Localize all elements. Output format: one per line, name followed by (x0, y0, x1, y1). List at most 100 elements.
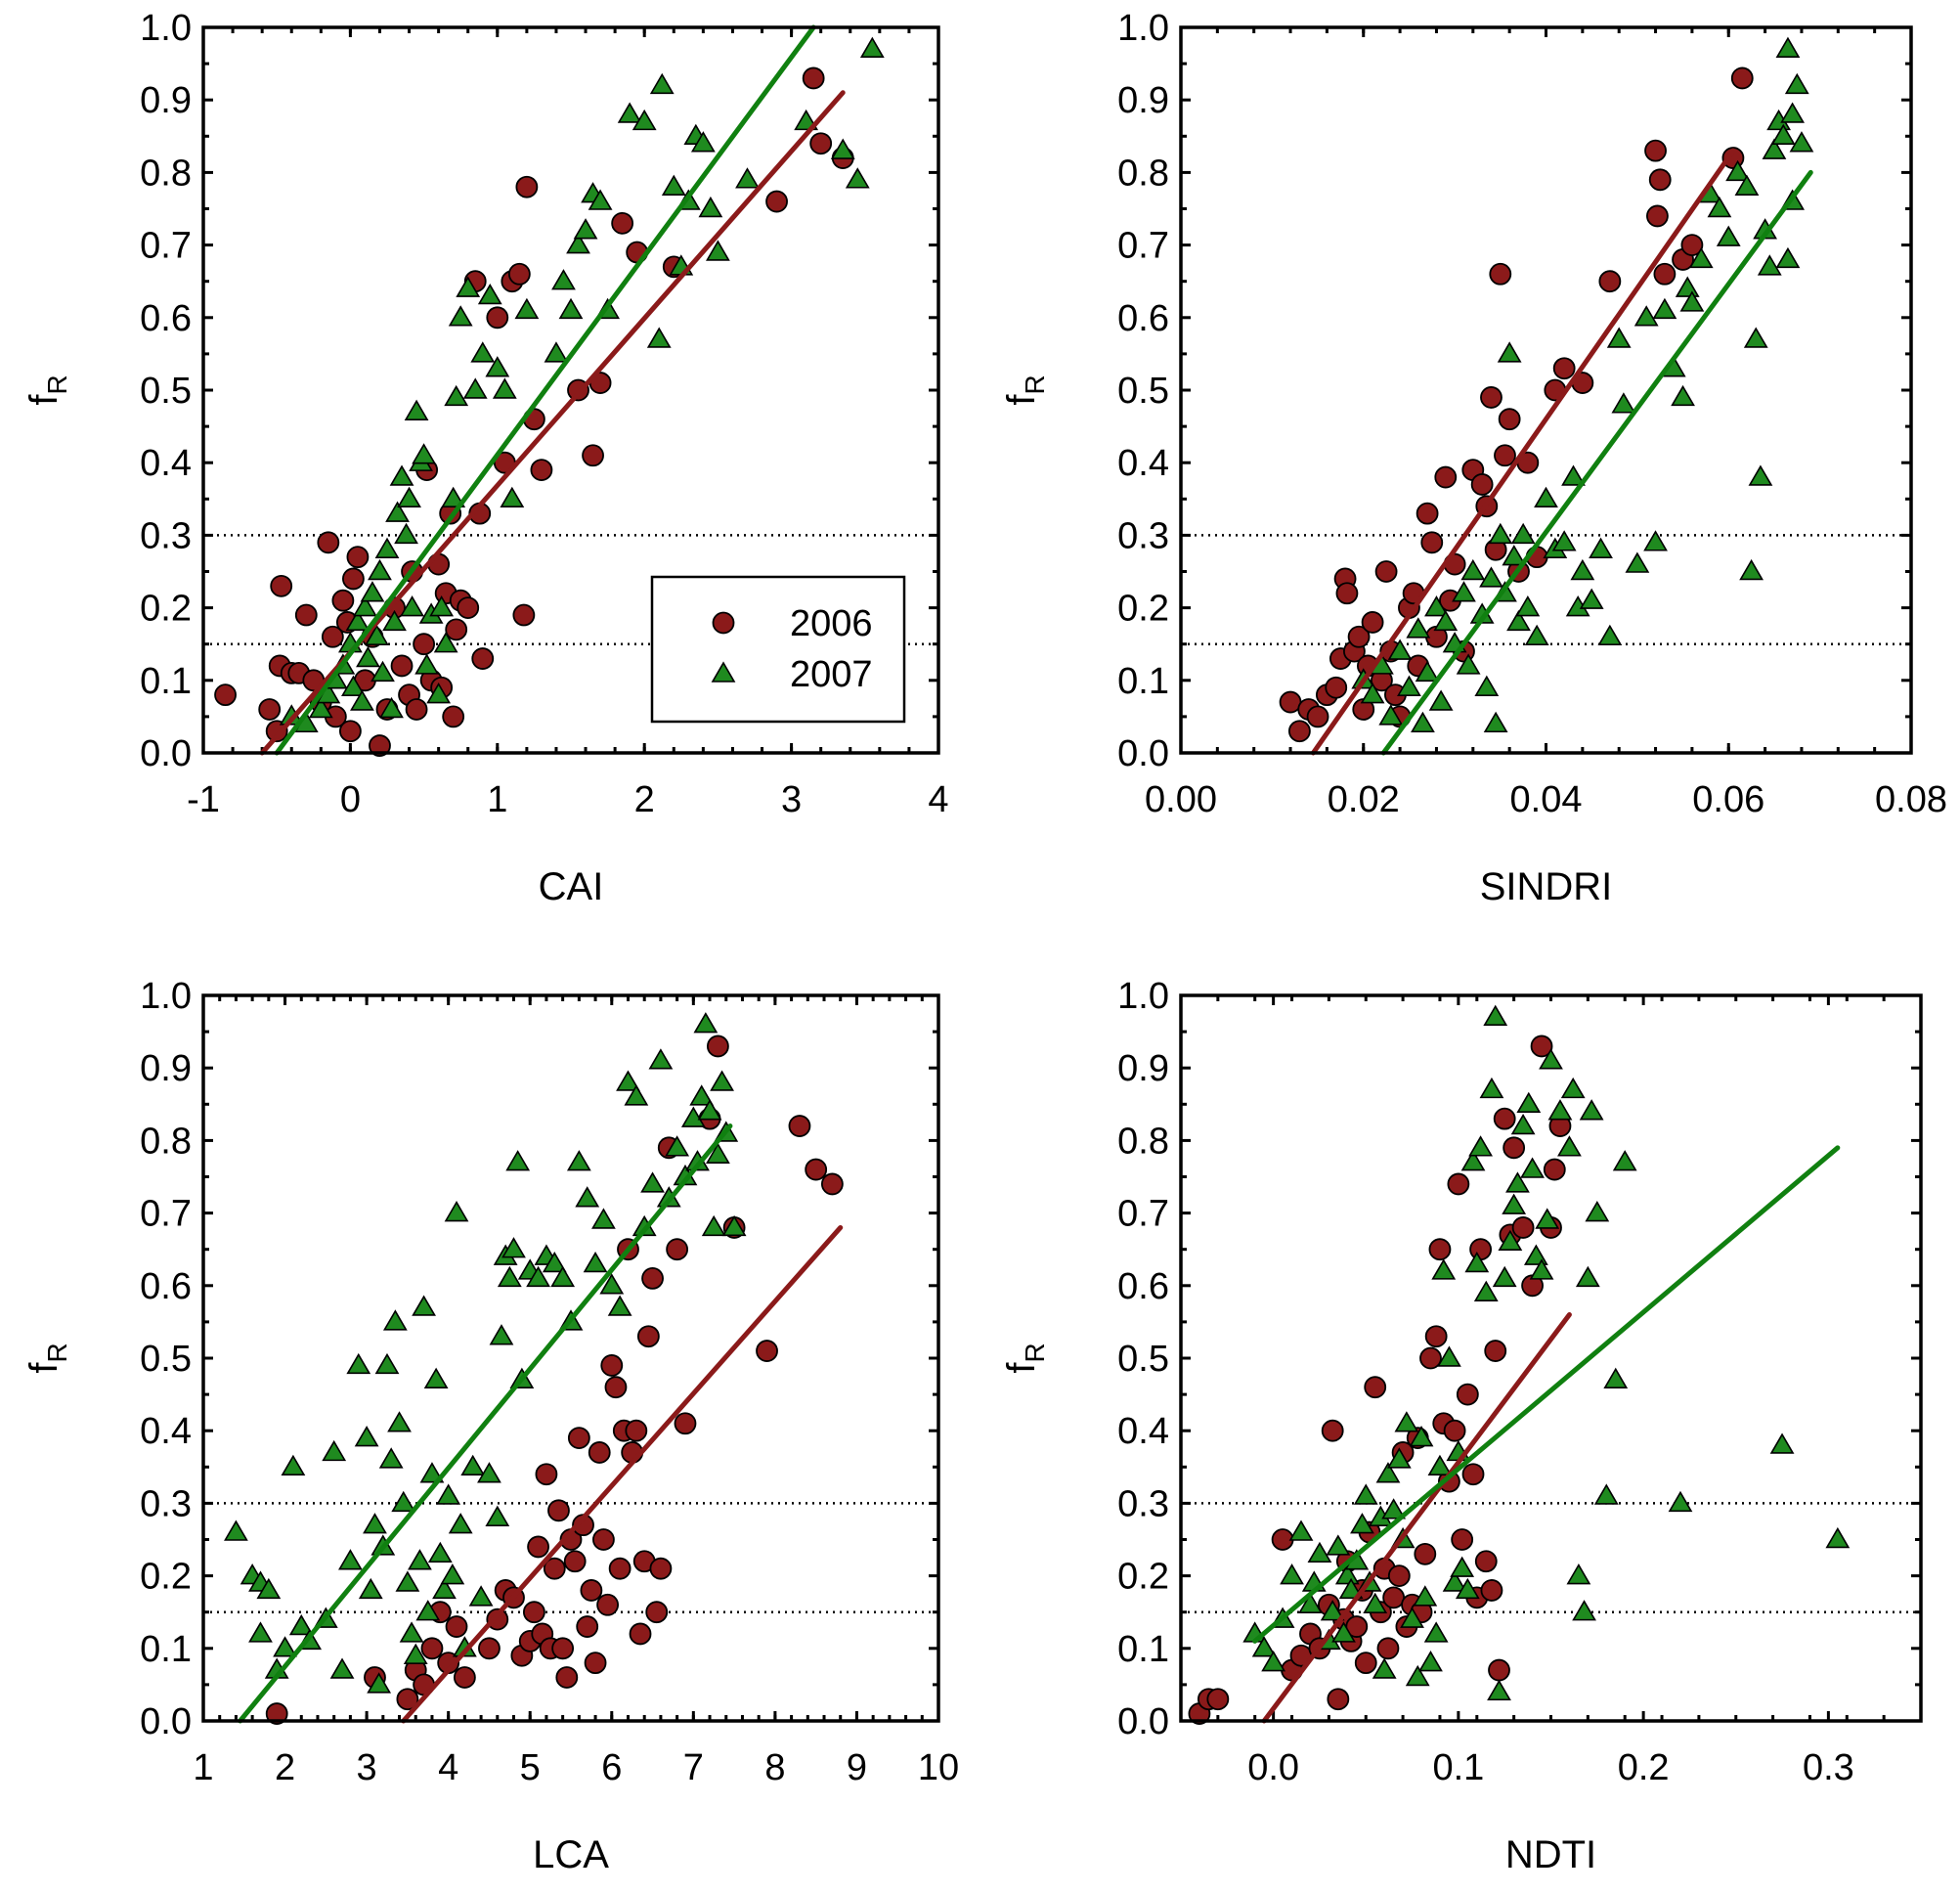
data-point-2006 (625, 1419, 648, 1442)
data-point-2006 (1648, 168, 1672, 192)
y-tick-label: 0.4 (1117, 1411, 1169, 1452)
data-point-2007 (1479, 1077, 1504, 1099)
data-point-2007 (468, 1585, 494, 1607)
data-point-2007 (1394, 1411, 1419, 1432)
data-point-2007 (735, 167, 760, 189)
y-tick-label: 0.0 (1117, 733, 1169, 774)
data-point-2007 (1424, 595, 1449, 617)
y-tick-label: 0.3 (1117, 515, 1169, 556)
data-point-2007 (1375, 1462, 1401, 1483)
x-axis-label: SINDRI (1480, 865, 1613, 908)
data-point-2006 (453, 1666, 476, 1689)
data-point-2007 (1606, 327, 1632, 348)
data-point-2007 (1326, 1534, 1351, 1556)
data-point-2006 (1325, 676, 1348, 699)
data-point-2006 (1327, 1688, 1350, 1711)
x-tick-label: 3 (357, 1747, 377, 1788)
data-point-2007 (1363, 1592, 1388, 1613)
data-point-2006 (321, 625, 344, 648)
data-point-2007 (1535, 1208, 1560, 1229)
x-tick-label: 5 (520, 1747, 541, 1788)
data-point-2007 (1456, 653, 1481, 675)
legend-label-2007: 2007 (790, 654, 873, 695)
data-point-2007 (830, 138, 855, 159)
data-point-2006 (600, 1354, 624, 1377)
data-point-2006 (1434, 465, 1458, 489)
data-point-2006 (645, 1601, 669, 1624)
data-point-2007 (1460, 1150, 1486, 1171)
series-2007 (1351, 36, 1814, 733)
y-tick-label: 0.9 (140, 80, 192, 121)
data-point-2006 (555, 1666, 579, 1689)
data-point-2007 (367, 1672, 392, 1694)
data-point-2007 (441, 486, 466, 508)
data-point-2006 (1680, 234, 1704, 257)
data-point-2006 (543, 1557, 566, 1580)
data-point-2006 (765, 190, 788, 213)
y-tick-label: 1.0 (140, 976, 192, 1017)
data-point-2007 (1307, 1541, 1332, 1564)
data-point-2007 (358, 1577, 383, 1600)
data-point-2007 (1473, 1280, 1499, 1301)
data-point-2007 (1423, 1621, 1449, 1643)
data-point-2006 (442, 705, 465, 728)
data-point-2007 (1579, 588, 1604, 609)
data-point-2007 (426, 683, 452, 704)
data-point-2007 (341, 675, 366, 696)
data-point-2006 (1646, 204, 1669, 228)
data-point-2007 (374, 1352, 400, 1375)
data-point-2007 (551, 269, 576, 290)
data-point-2007 (346, 1352, 371, 1375)
data-point-2007 (400, 595, 424, 617)
data-point-2007 (1338, 1577, 1364, 1600)
data-point-2007 (415, 1600, 441, 1621)
data-point-2006 (567, 1427, 590, 1450)
data-point-2006 (1361, 611, 1384, 634)
data-point-2007 (607, 1295, 632, 1316)
data-point-2006 (214, 683, 237, 707)
data-point-2007 (1769, 1432, 1795, 1454)
fit-line-2007 (238, 1123, 733, 1724)
data-point-2007 (360, 581, 385, 602)
data-point-2007 (1625, 551, 1650, 573)
data-point-2007 (477, 1462, 501, 1483)
data-point-2007 (273, 1636, 297, 1657)
data-point-2006 (1376, 1637, 1400, 1660)
data-point-2007 (408, 1549, 432, 1570)
y-tick-label: 0.2 (140, 1557, 192, 1598)
data-point-2006 (1443, 1419, 1466, 1442)
data-point-2006 (317, 531, 340, 554)
data-point-2007 (575, 1186, 600, 1208)
data-point-2006 (1644, 139, 1667, 162)
legend: 2006 2007 (650, 575, 906, 724)
y-tick-label: 0.4 (140, 1411, 192, 1452)
data-point-2007 (588, 189, 613, 210)
data-point-2007 (382, 1309, 408, 1331)
data-point-2007 (1725, 159, 1750, 182)
data-point-2007 (382, 609, 407, 632)
data-point-2006 (515, 175, 539, 198)
data-point-2007 (412, 1295, 436, 1316)
data-point-2007 (617, 102, 642, 123)
data-point-2007 (697, 1099, 722, 1121)
data-point-2006 (405, 698, 428, 721)
data-point-2006 (1447, 1172, 1470, 1196)
data-point-2007 (444, 1201, 469, 1222)
data-point-2007 (427, 1541, 453, 1564)
y-axis-label: fR (1000, 374, 1050, 405)
data-point-2007 (338, 1549, 363, 1570)
y-tick-label: 0.6 (140, 1266, 192, 1307)
data-point-2006 (512, 603, 536, 627)
fit-line-2006 (1261, 1311, 1572, 1724)
data-point-2006 (805, 1158, 828, 1181)
data-point-2007 (1551, 530, 1577, 551)
data-point-2007 (1381, 1498, 1407, 1520)
data-point-2007 (1716, 225, 1741, 246)
data-point-2007 (365, 624, 389, 646)
data-point-2007 (497, 1265, 522, 1288)
data-point-2007 (624, 1084, 649, 1106)
series-2006 (1279, 66, 1754, 743)
plot-frame (1179, 993, 1923, 1723)
x-tick-label: 0.08 (1875, 779, 1947, 820)
data-point-2006 (457, 596, 480, 619)
